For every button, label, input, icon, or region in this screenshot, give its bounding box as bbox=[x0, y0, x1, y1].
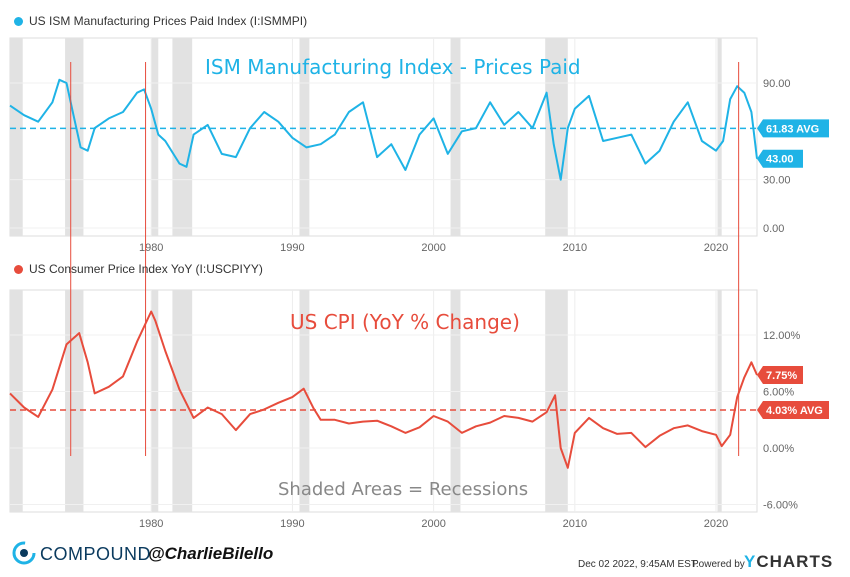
legend-ism: US ISM Manufacturing Prices Paid Index (… bbox=[14, 14, 307, 28]
ism-recession-band-6 bbox=[545, 38, 568, 236]
cpi-recession-band-5 bbox=[450, 290, 461, 512]
ism-recession-band-7 bbox=[717, 38, 722, 236]
ism-recession-band-5 bbox=[450, 38, 461, 236]
cpi-ytick-3: -6.00% bbox=[763, 500, 798, 512]
cpi-series-line bbox=[9, 310, 758, 469]
compound-logo-icon bbox=[12, 541, 36, 565]
ycharts-y: Y bbox=[744, 552, 757, 571]
ism-avg-label: 61.83 AVG bbox=[766, 123, 819, 135]
cpi-xtick-2000: 2000 bbox=[421, 518, 445, 530]
cpi-recession-band-2 bbox=[151, 290, 159, 512]
ism-ytick-2: 0.00 bbox=[763, 223, 784, 235]
legend-cpi-dot bbox=[14, 264, 23, 274]
cpi-xtick-1980: 1980 bbox=[139, 518, 163, 530]
ism-xtick-2020: 2020 bbox=[704, 242, 728, 254]
cpi-avg-label: 4.03% AVG bbox=[766, 405, 823, 417]
cpi-last-label: 7.75% bbox=[766, 370, 797, 382]
cpi-xtick-2020: 2020 bbox=[704, 518, 728, 530]
cpi-last-badge bbox=[757, 366, 803, 385]
cpi-chart-title: US CPI (YoY % Change) bbox=[290, 310, 520, 334]
ism-ytick-1: 30.00 bbox=[763, 175, 791, 187]
ism-series-line bbox=[9, 78, 758, 181]
legend-ism-label: US ISM Manufacturing Prices Paid Index (… bbox=[29, 14, 308, 28]
legend-cpi: US Consumer Price Index YoY (I:USCPIYY) bbox=[14, 262, 263, 276]
cpi-recession-band-1 bbox=[65, 290, 84, 512]
compound-brand: COMPOUND bbox=[40, 544, 151, 564]
cpi-ytick-0: 12.00% bbox=[763, 330, 801, 342]
legend-ism-dot bbox=[14, 16, 23, 26]
ism-xtick-1990: 1990 bbox=[280, 242, 304, 254]
ism-recession-band-4 bbox=[299, 38, 310, 236]
cpi-recession-band-7 bbox=[717, 290, 722, 512]
ism-recession-band-3 bbox=[172, 38, 193, 236]
ycharts-logo: YCHARTS bbox=[744, 552, 833, 572]
cpi-ytick-1: 6.00% bbox=[763, 387, 794, 399]
ism-recession-band-2 bbox=[151, 38, 159, 236]
ism-xtick-2000: 2000 bbox=[421, 242, 445, 254]
cpi-xtick-2010: 2010 bbox=[563, 518, 587, 530]
ism-last-label: 43.00 bbox=[766, 154, 794, 166]
ism-xtick-1980: 1980 bbox=[139, 242, 163, 254]
timestamp: Dec 02 2022, 9:45AM EST. bbox=[578, 559, 699, 570]
ism-recession-band-1 bbox=[65, 38, 84, 236]
author-handle: @CharlieBilello bbox=[148, 544, 274, 563]
recession-annotation: Shaded Areas = Recessions bbox=[278, 479, 529, 500]
ism-last-badge bbox=[757, 149, 803, 168]
cpi-ytick-2: 0.00% bbox=[763, 443, 794, 455]
ism-ytick-0: 90.00 bbox=[763, 78, 791, 90]
ism-avg-badge bbox=[757, 119, 829, 138]
chart-canvas: 1980 1990 2000 2010 2020 90.00 30.00 0.00 61.83 … bbox=[9, 37, 829, 530]
cpi-recession-band-4 bbox=[299, 290, 310, 512]
legend-cpi-label: US Consumer Price Index YoY (I:USCPIYY) bbox=[29, 262, 263, 276]
ism-xtick-2010: 2010 bbox=[563, 242, 587, 254]
cpi-xtick-1990: 1990 bbox=[280, 518, 304, 530]
ism-chart-title: ISM Manufacturing Index - Prices Paid bbox=[205, 55, 581, 79]
footer: COMPOUND @CharlieBilello Dec 02 2022, 9:… bbox=[0, 535, 850, 577]
ycharts-rest: CHARTS bbox=[756, 552, 834, 571]
ism-recession-band-0 bbox=[10, 38, 23, 236]
cpi-avg-badge bbox=[757, 401, 829, 420]
cpi-recession-band-3 bbox=[172, 290, 193, 512]
powered-by: Powered by bbox=[692, 559, 745, 570]
